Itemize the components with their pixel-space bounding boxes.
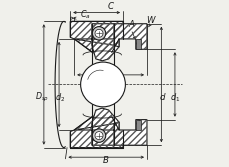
Text: A: A: [128, 20, 133, 29]
Text: S: S: [102, 70, 108, 79]
Polygon shape: [135, 39, 140, 49]
Polygon shape: [114, 120, 146, 145]
Text: $d_2$: $d_2$: [55, 91, 65, 104]
Polygon shape: [74, 24, 118, 61]
Polygon shape: [74, 108, 118, 145]
Text: $C_a$: $C_a$: [80, 8, 90, 21]
Polygon shape: [135, 120, 140, 130]
Text: d: d: [159, 93, 164, 102]
Text: C: C: [107, 2, 113, 11]
Polygon shape: [114, 24, 146, 49]
Circle shape: [92, 27, 105, 40]
Text: W: W: [145, 16, 154, 25]
Circle shape: [92, 129, 105, 142]
Circle shape: [95, 29, 103, 37]
Circle shape: [95, 132, 103, 140]
Text: $D_{sp}$: $D_{sp}$: [35, 91, 49, 104]
Polygon shape: [70, 114, 123, 148]
Polygon shape: [70, 21, 123, 55]
Text: $d_1$: $d_1$: [169, 91, 179, 104]
Circle shape: [80, 62, 125, 107]
Text: B: B: [102, 156, 108, 165]
